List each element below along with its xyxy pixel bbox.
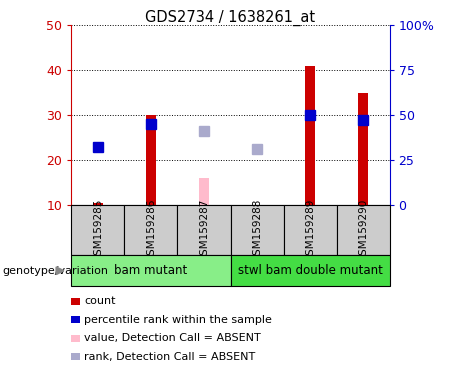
Bar [177, 205, 230, 255]
Bar [71, 255, 230, 286]
Bar [284, 205, 337, 255]
Bar [71, 298, 80, 305]
Bar [305, 66, 315, 205]
Text: GSM159288: GSM159288 [252, 199, 262, 262]
Bar [71, 353, 80, 360]
Bar [71, 335, 80, 342]
Bar [337, 205, 390, 255]
Bar [93, 203, 103, 205]
Text: GSM159286: GSM159286 [146, 199, 156, 262]
Text: GSM159285: GSM159285 [93, 199, 103, 262]
Text: genotype/variation: genotype/variation [2, 266, 108, 276]
Bar [230, 255, 390, 286]
Text: GSM159289: GSM159289 [305, 199, 315, 262]
Text: GSM159287: GSM159287 [199, 199, 209, 262]
Bar [199, 178, 209, 205]
Text: percentile rank within the sample: percentile rank within the sample [84, 315, 272, 325]
Text: rank, Detection Call = ABSENT: rank, Detection Call = ABSENT [84, 352, 255, 362]
Bar [71, 316, 80, 323]
Text: value, Detection Call = ABSENT: value, Detection Call = ABSENT [84, 333, 261, 343]
Text: bam mutant: bam mutant [114, 264, 188, 277]
Bar [124, 205, 177, 255]
Text: GSM159290: GSM159290 [358, 199, 368, 262]
Bar [230, 205, 284, 255]
Text: stwl bam double mutant: stwl bam double mutant [237, 264, 383, 277]
Bar [71, 205, 124, 255]
Bar [358, 93, 368, 205]
Text: count: count [84, 296, 116, 306]
Bar [146, 115, 156, 205]
Text: GDS2734 / 1638261_at: GDS2734 / 1638261_at [145, 10, 316, 26]
